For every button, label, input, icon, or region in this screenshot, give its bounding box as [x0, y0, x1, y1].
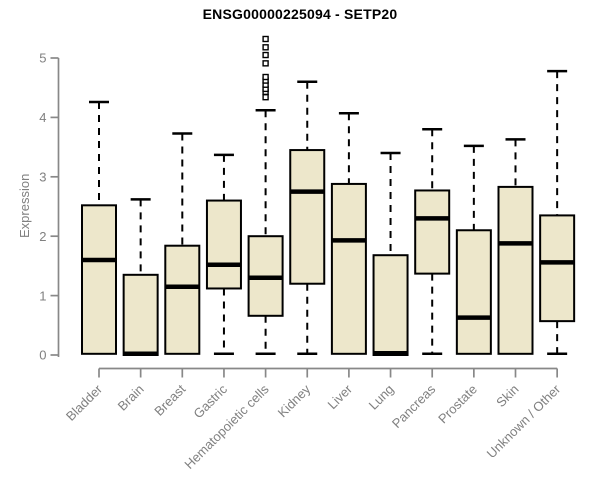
box-group-skin [497, 138, 534, 355]
box-group-pancreas [414, 128, 451, 356]
box-group-bladder [81, 100, 117, 355]
y-tick-label: 0 [39, 348, 46, 363]
iqr-box [497, 185, 534, 355]
box-group-prostate [455, 144, 492, 355]
x-tick-label: Lung [366, 382, 397, 413]
iqr-box [81, 204, 117, 355]
y-tick-label: 3 [39, 169, 46, 184]
outlier-point [262, 35, 269, 43]
box-group-unknown-other [539, 69, 576, 356]
x-tick-label: Unknown / Other [484, 381, 564, 461]
y-tick-label: 5 [39, 51, 46, 66]
x-tick-label: Brain [115, 382, 147, 414]
chart-title: ENSG00000225094 - SETP20 [202, 6, 398, 22]
outlier-point [262, 94, 269, 101]
iqr-box [289, 149, 326, 285]
box-group-lung [372, 151, 409, 356]
y-axis: 0 1 2 3 4 5 [39, 51, 60, 363]
y-tick-label: 2 [39, 229, 46, 244]
iqr-box [455, 229, 492, 355]
box-group-breast [164, 132, 201, 355]
iqr-box [164, 244, 201, 355]
outlier-point [262, 73, 269, 81]
iqr-box [330, 182, 367, 355]
x-tick-label: Bladder [63, 381, 106, 424]
x-tick-label: Skin [493, 382, 521, 410]
iqr-box [372, 254, 409, 356]
iqr-box [414, 189, 451, 275]
iqr-box [539, 214, 576, 323]
x-tick-label: Kidney [275, 381, 314, 420]
outlier-point [262, 44, 269, 51]
outlier-point [262, 51, 269, 59]
iqr-box [122, 273, 159, 356]
y-tick-label: 1 [39, 288, 46, 303]
x-tick-label: Prostate [435, 382, 480, 427]
box-group-liver [330, 111, 367, 355]
x-tick-label: Pancreas [389, 381, 439, 431]
x-tick-label: Liver [324, 381, 355, 412]
outlier-point [262, 60, 269, 67]
box-group-hematopoietic-cells [247, 35, 284, 356]
x-tick-label: Gastric [190, 381, 230, 421]
x-tick-label: Breast [151, 381, 188, 418]
box-group-brain [122, 198, 159, 357]
iqr-box [205, 199, 242, 290]
y-tick-label: 4 [39, 110, 46, 125]
box-group-gastric [205, 153, 242, 356]
box-group-kidney [289, 80, 326, 356]
